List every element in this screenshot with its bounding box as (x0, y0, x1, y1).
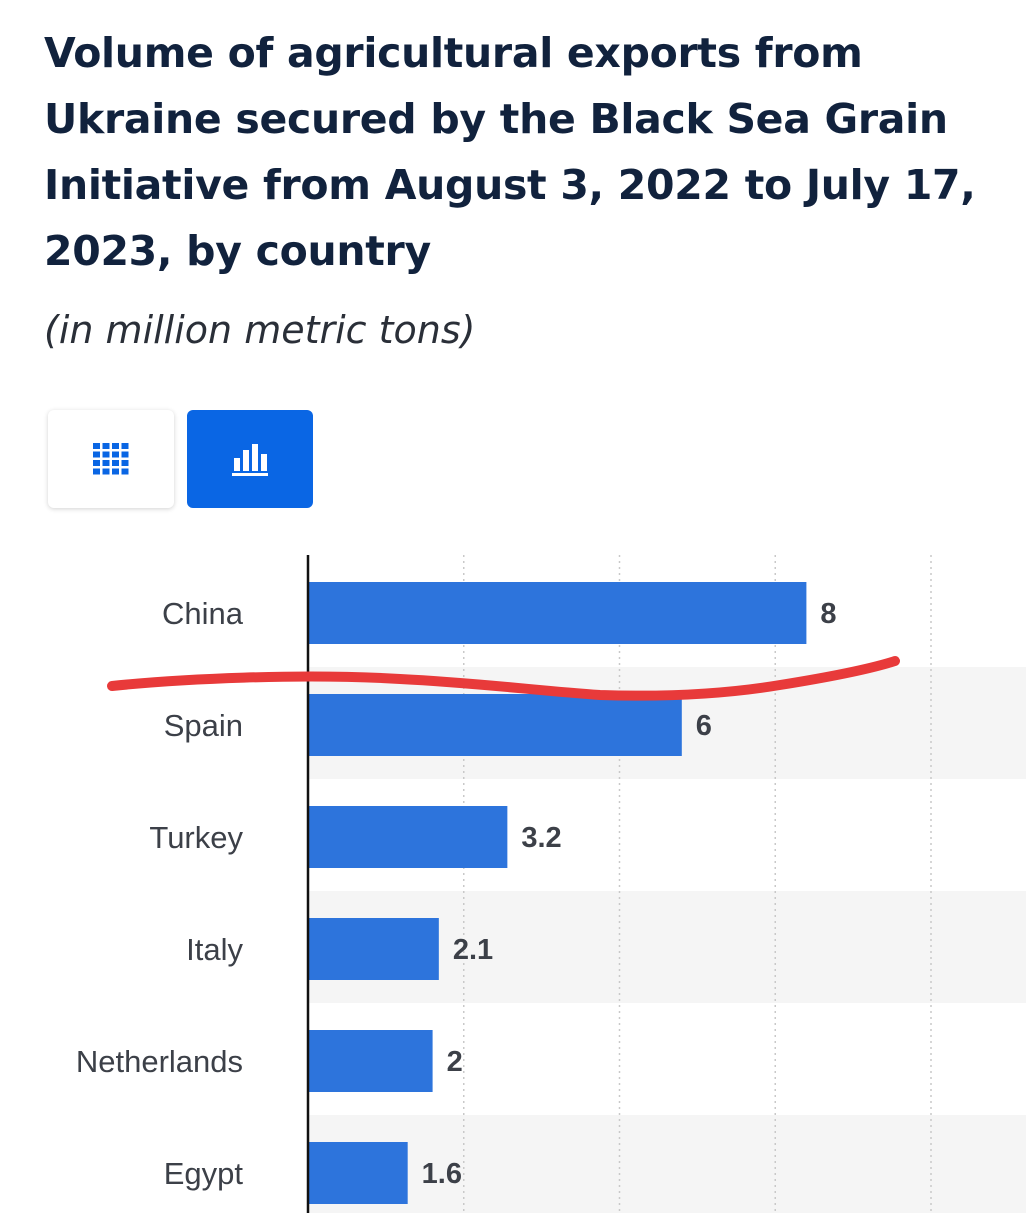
table-view-button[interactable] (48, 410, 174, 508)
value-label: 1.6 (422, 1158, 462, 1190)
value-label: 2.1 (453, 934, 493, 966)
category-label: Egypt (164, 1156, 244, 1191)
chart-subtitle: (in million metric tons) (44, 308, 476, 352)
bar-chart-icon (232, 444, 268, 476)
grid-icon (93, 443, 129, 475)
chart-view-button[interactable] (187, 410, 313, 508)
value-label: 8 (820, 598, 836, 630)
chart-title: Volume of agricultural exports from Ukra… (44, 29, 976, 275)
bar-netherlands (308, 1030, 433, 1092)
bar-spain (308, 694, 682, 756)
category-label: Netherlands (76, 1044, 243, 1079)
bar-turkey (308, 806, 508, 868)
value-label: 2 (447, 1046, 463, 1078)
bar-china (308, 582, 807, 644)
bar-chart: China 8 Spain 6 Turkey 3.2 Italy 2.1 Netherlands… (76, 555, 1026, 1213)
bar-italy (308, 918, 439, 980)
category-label: Italy (186, 932, 243, 967)
red-annotation-stroke (107, 656, 900, 701)
value-label: 6 (696, 710, 712, 742)
row-band (308, 1115, 1026, 1213)
category-label: Spain (164, 708, 243, 743)
value-label: 3.2 (521, 822, 561, 854)
category-label: Turkey (149, 820, 243, 855)
bar-egypt (308, 1142, 408, 1204)
category-label: China (162, 596, 244, 631)
